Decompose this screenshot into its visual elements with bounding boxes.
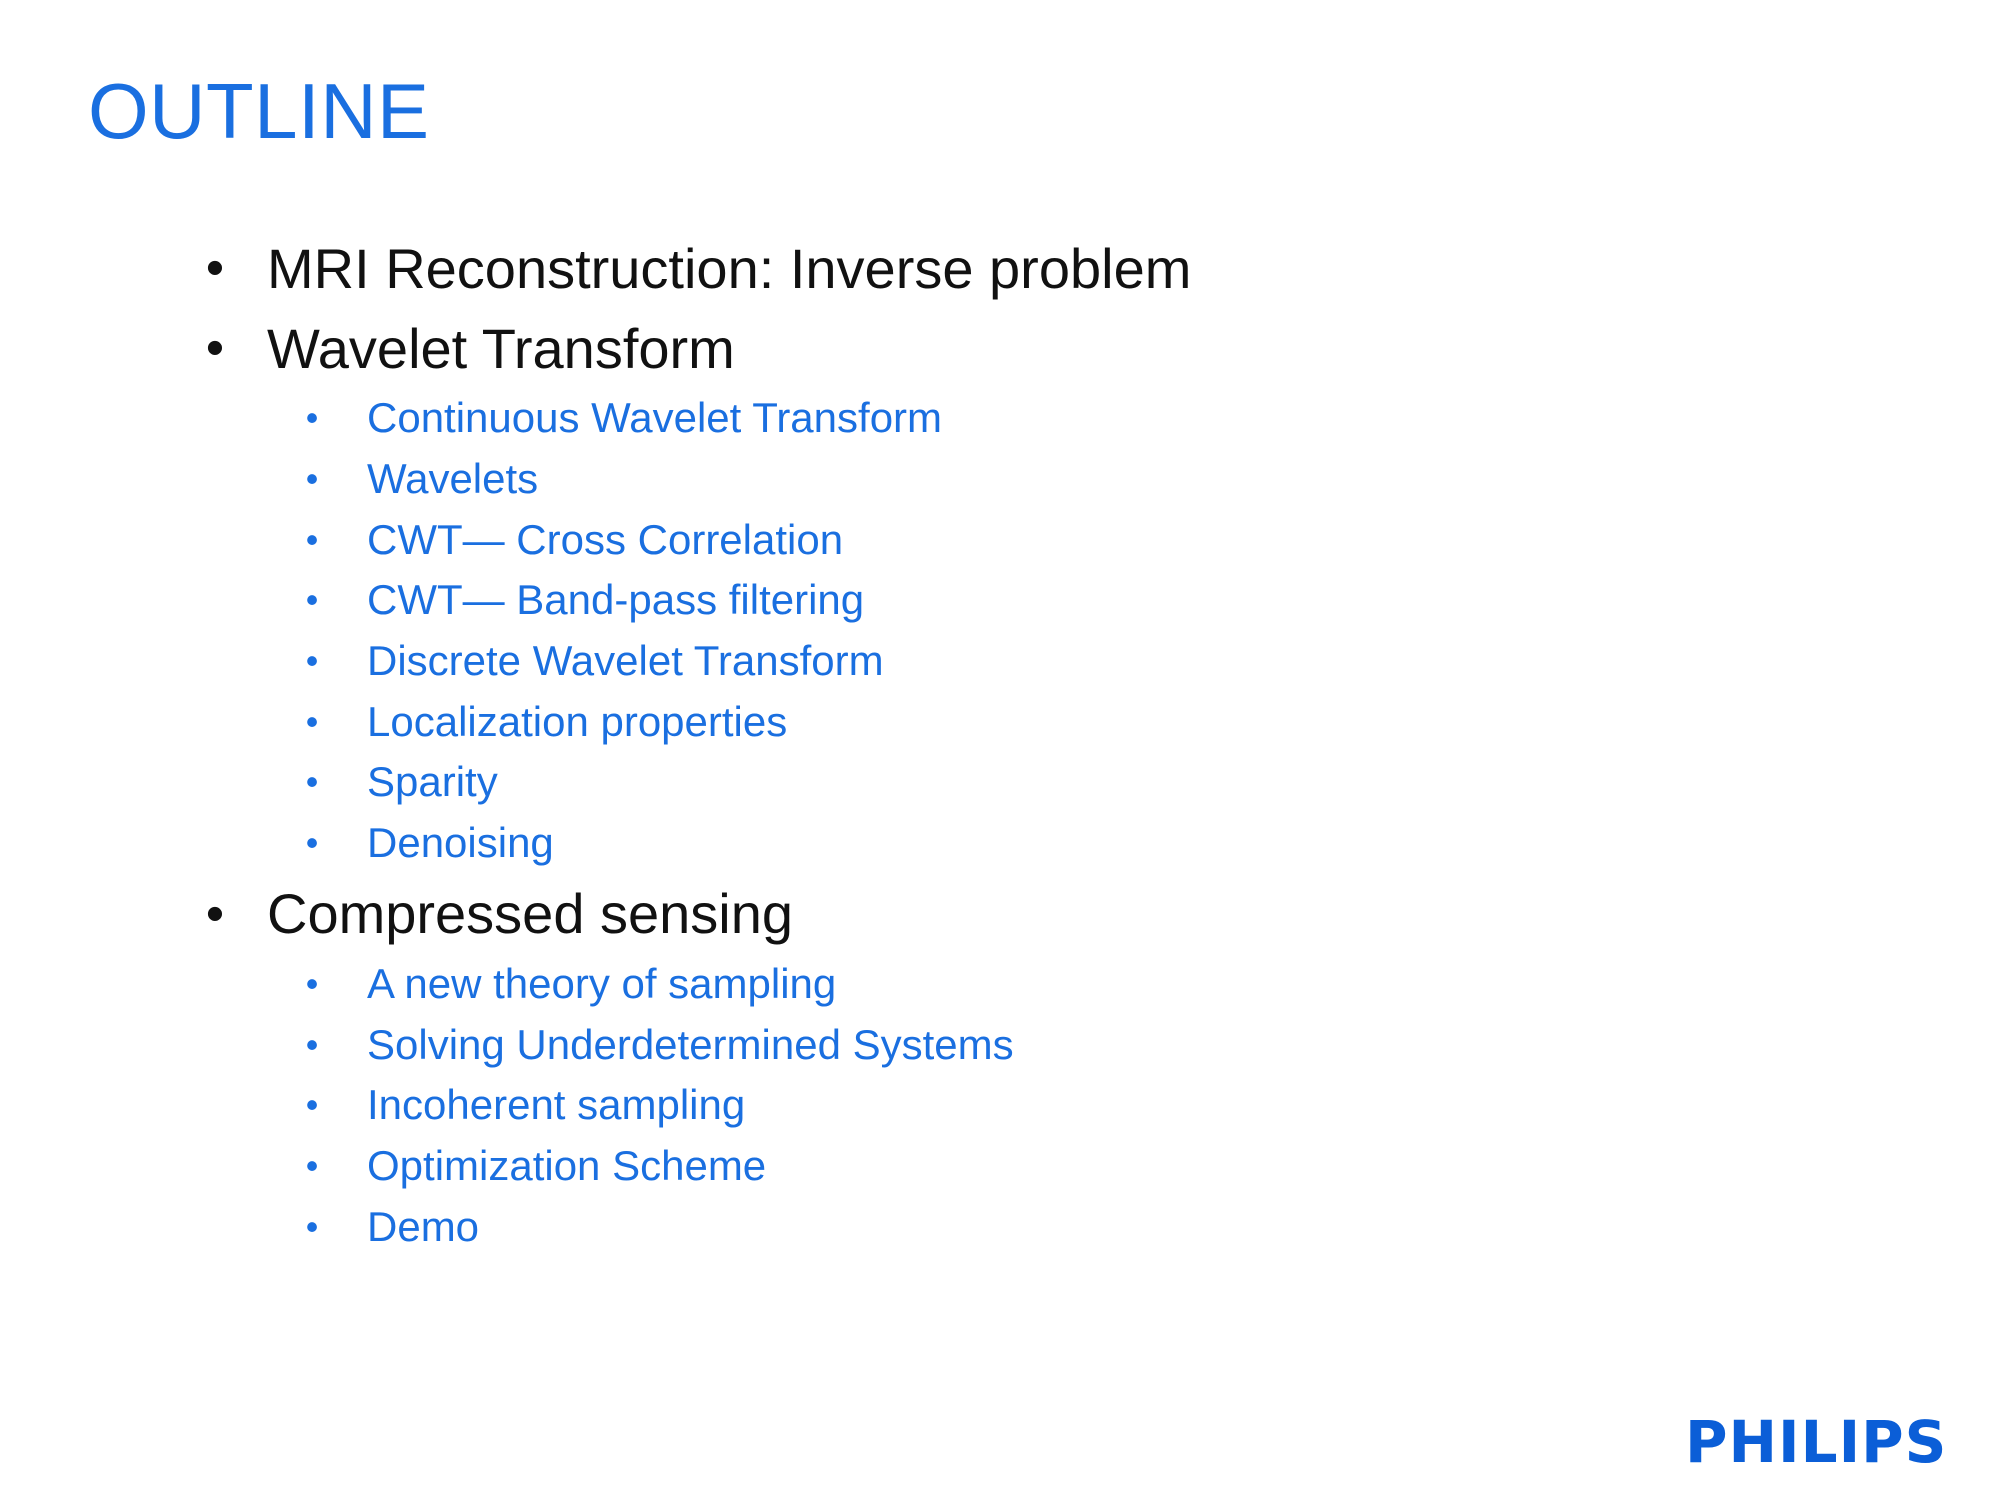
bullet-icon: • <box>305 397 319 439</box>
sub-item-label: Wavelets <box>367 455 539 503</box>
sub-item: • CWT— Band-pass filtering <box>200 570 1700 631</box>
outline-item-mri-reconstruction: • MRI Reconstruction: Inverse problem <box>200 228 1700 308</box>
bullet-icon: • <box>305 962 319 1004</box>
outline-item-label: MRI Reconstruction: Inverse problem <box>267 236 1192 300</box>
bullet-icon: • <box>305 822 319 864</box>
compressed-sensing-sublist: • A new theory of sampling • Solving Under… <box>200 954 1700 1257</box>
sub-item-label: Continuous Wavelet Transform <box>367 394 943 442</box>
bullet-icon: • <box>305 458 319 500</box>
sub-item-label: CWT— Cross Correlation <box>367 515 844 563</box>
bullet-icon: • <box>305 1023 319 1065</box>
sub-item: • Demo <box>200 1196 1700 1257</box>
sub-item: • Solving Underdetermined Systems <box>200 1014 1700 1075</box>
sub-item-label: Optimization Scheme <box>367 1141 767 1189</box>
sub-item-label: Solving Underdetermined Systems <box>367 1020 1014 1068</box>
outline-item-compressed-sensing: • Compressed sensing <box>200 874 1700 954</box>
sub-item: • Denoising <box>200 813 1700 874</box>
sub-item-label: Sparity <box>367 758 498 806</box>
outline-item-label: Compressed sensing <box>267 882 794 945</box>
sub-item: • Optimization Scheme <box>200 1136 1700 1197</box>
sub-item: • CWT— Cross Correlation <box>200 509 1700 570</box>
sub-item: • Sparity <box>200 752 1700 813</box>
bullet-icon: • <box>305 1205 319 1247</box>
sub-item-label: A new theory of sampling <box>367 959 837 1007</box>
sub-item-label: Demo <box>367 1202 480 1250</box>
slide-title: OUTLINE <box>88 67 430 155</box>
sub-item-label: Localization properties <box>367 697 788 745</box>
bullet-icon: • <box>205 319 225 377</box>
bullet-icon: • <box>305 1084 319 1126</box>
philips-logo: PHILIPS <box>1685 1408 1948 1476</box>
outline-list: • MRI Reconstruction: Inverse problem • … <box>200 228 1700 1257</box>
bullet-icon: • <box>205 884 225 943</box>
outline-item-label: Wavelet Transform <box>267 316 735 380</box>
bullet-icon: • <box>205 239 225 297</box>
sub-item: • Incoherent sampling <box>200 1075 1700 1136</box>
bullet-icon: • <box>305 640 319 682</box>
wavelet-transform-sublist: • Continuous Wavelet Transform • Wavelets … <box>200 388 1700 874</box>
sub-item-label: Incoherent sampling <box>367 1081 746 1129</box>
sub-item-label: Discrete Wavelet Transform <box>367 637 884 685</box>
outline-item-wavelet-transform: • Wavelet Transform <box>200 308 1700 388</box>
bullet-icon: • <box>305 579 319 621</box>
bullet-icon: • <box>305 1144 319 1186</box>
sub-item: • Wavelets <box>200 449 1700 510</box>
sub-item: • A new theory of sampling <box>200 954 1700 1015</box>
bullet-icon: • <box>305 700 319 742</box>
bullet-icon: • <box>305 518 319 560</box>
sub-item-label: Denoising <box>367 819 554 867</box>
sub-item: • Localization properties <box>200 691 1700 752</box>
bullet-icon: • <box>305 761 319 803</box>
sub-item-label: CWT— Band-pass filtering <box>367 576 865 624</box>
sub-item: • Discrete Wavelet Transform <box>200 631 1700 692</box>
sub-item: • Continuous Wavelet Transform <box>200 388 1700 449</box>
